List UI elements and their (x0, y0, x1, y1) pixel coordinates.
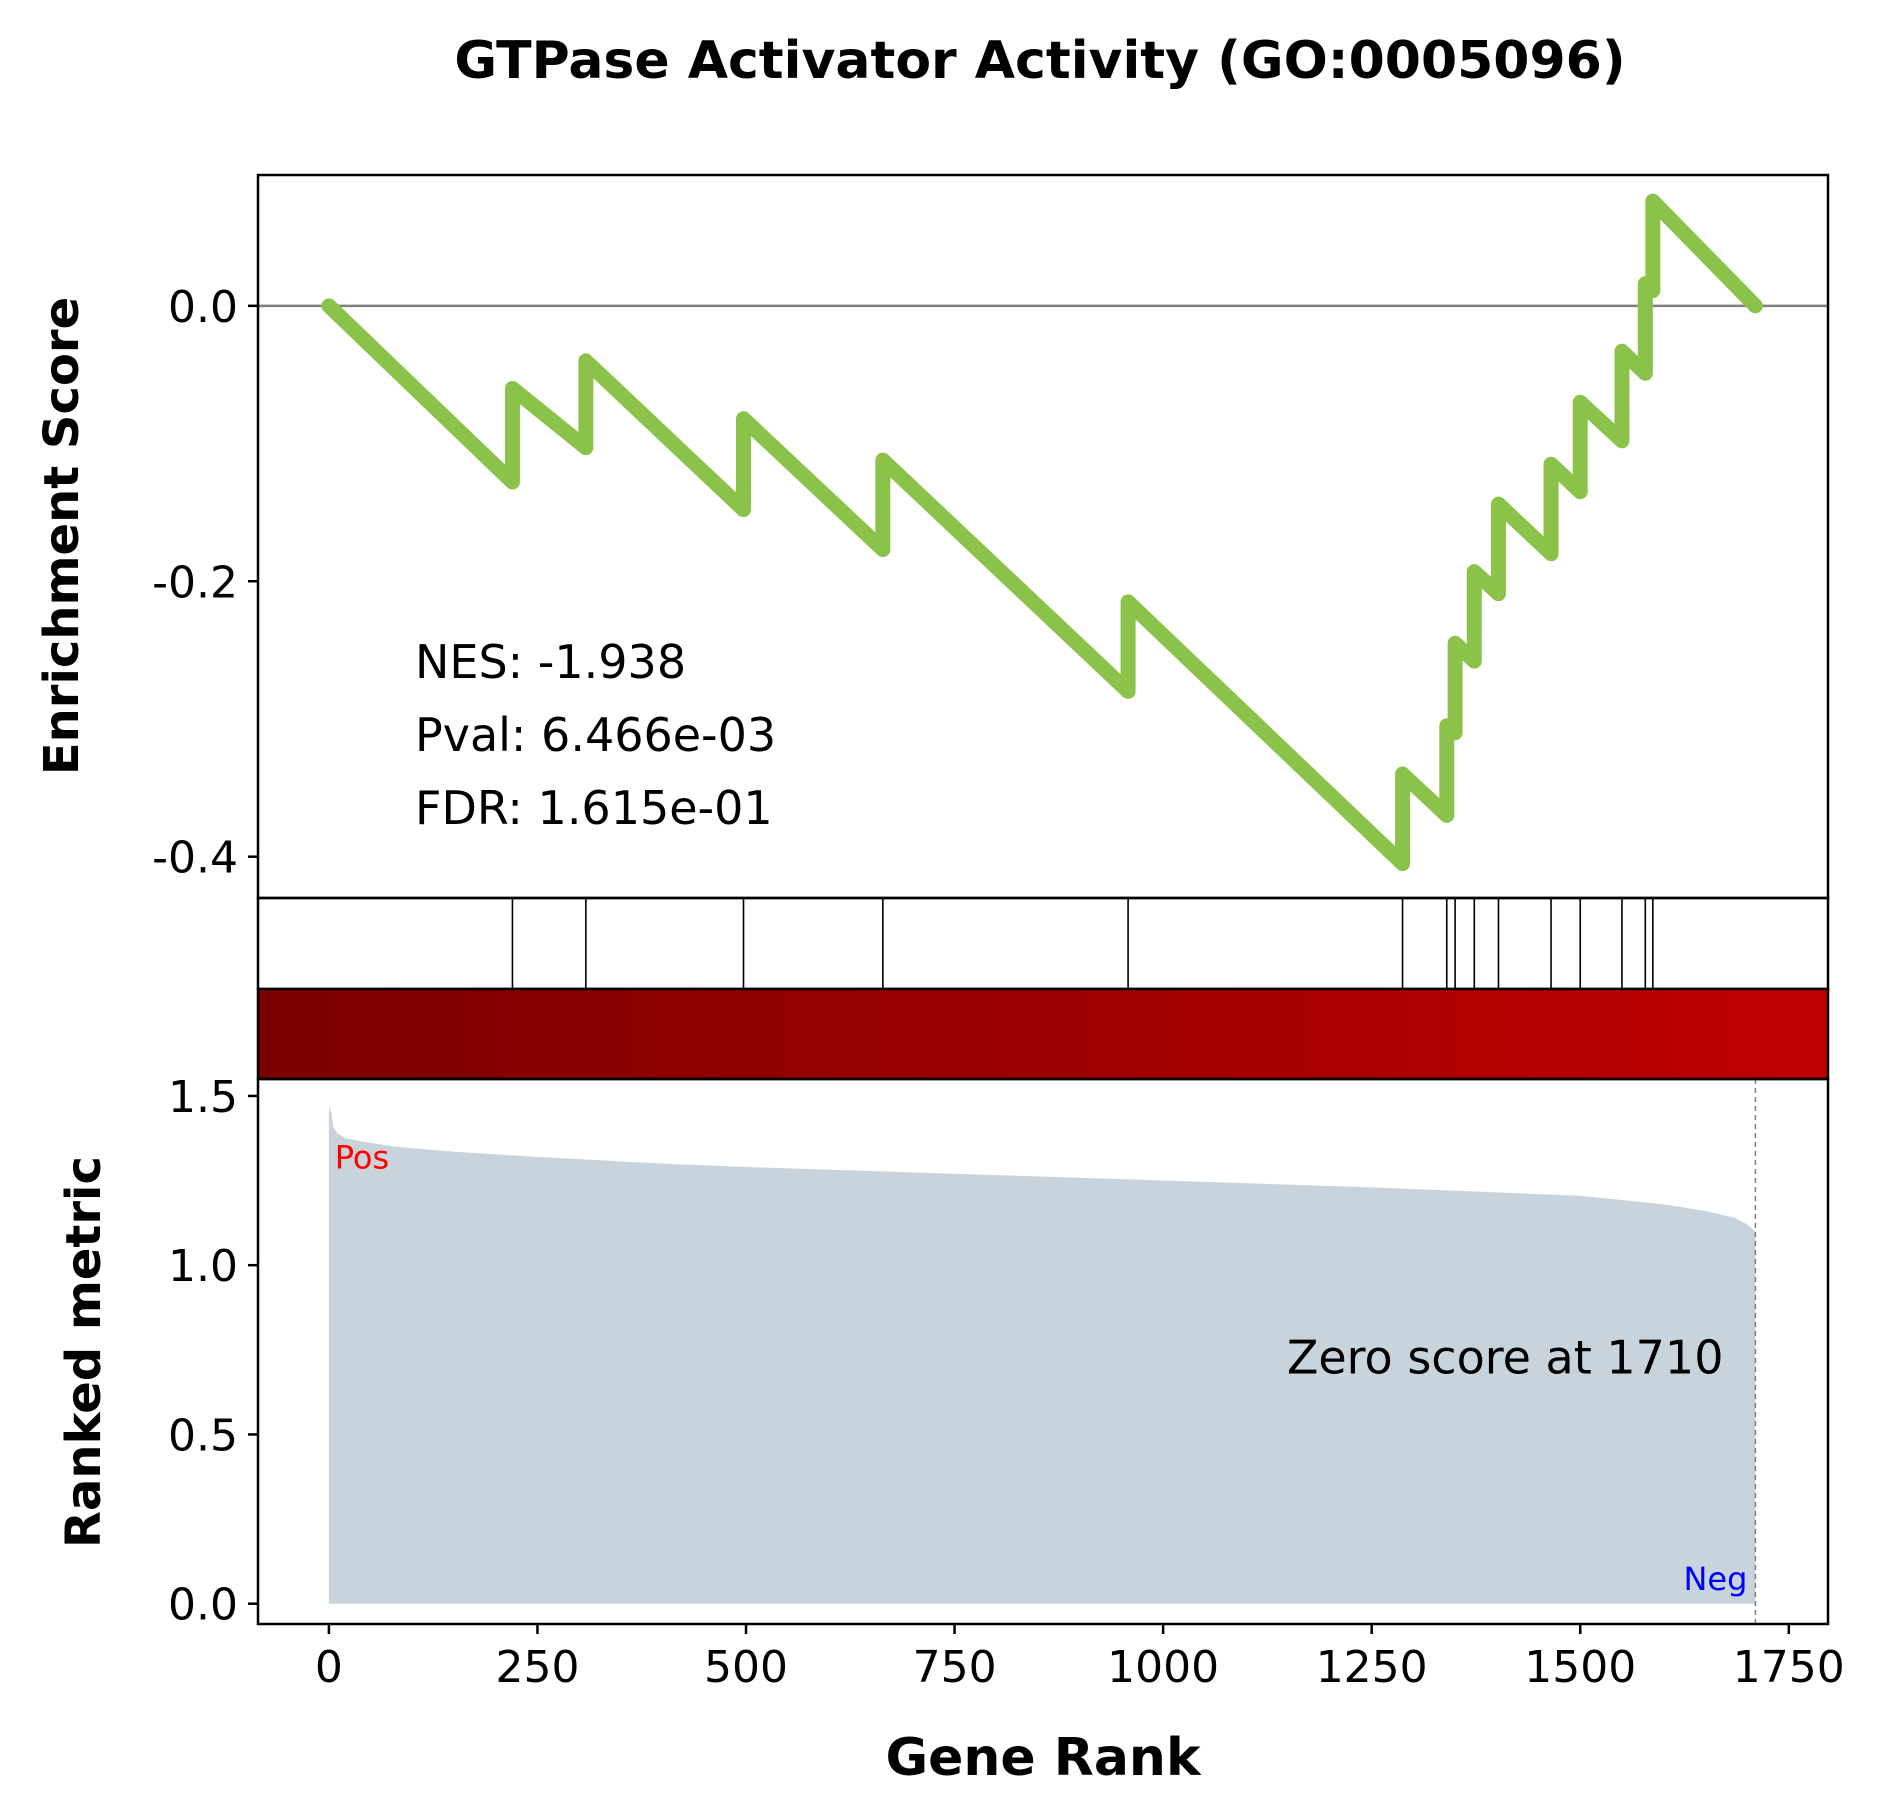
x-tick-label: 1250 (1316, 1642, 1428, 1693)
enrichment-y-tick-label: -0.2 (152, 557, 238, 608)
enrichment-y-tick-label: 0.0 (168, 282, 238, 333)
stats-annotation-line: Pval: 6.466e-03 (415, 708, 776, 762)
stats-annotation-line: FDR: 1.615e-01 (415, 781, 773, 835)
ranked-metric-panel: 0.0 0.5 1.0 1.5 Pos Neg Zero score at 1710 (168, 1072, 1830, 1631)
chart-title: GTPase Activator Activity (GO:0005096) (454, 31, 1625, 91)
neg-label: Neg (1683, 1560, 1747, 1598)
stats-annotation-line: NES: -1.938 (415, 635, 686, 689)
enrichment-score-line (321, 193, 1763, 872)
x-tick-label: 1750 (1733, 1642, 1845, 1693)
stats-annotation: NES: -1.938 Pval: 6.466e-03 FDR: 1.615e-01 (415, 635, 776, 835)
enrichment-score-panel: 0.0 -0.2 -0.4 NES: -1.938 Pval: 6.466e-03 FD… (152, 173, 1830, 900)
ranked-metric-y-tick-label: 0.5 (168, 1410, 238, 1461)
ranked-metric-y-tick-label: 0.0 (168, 1580, 238, 1631)
rank-gradient-bar (256, 987, 1830, 1081)
gene-hit-marks (511, 898, 1654, 989)
x-axis-label: Gene Rank (885, 1728, 1201, 1788)
x-tick-label: 500 (704, 1642, 788, 1693)
enrichment-y-axis-label: Enrichment Score (34, 297, 90, 775)
zero-score-label: Zero score at 1710 (1287, 1331, 1724, 1385)
enrichment-y-ticks: 0.0 -0.2 -0.4 (152, 282, 258, 884)
x-tick-label: 1000 (1107, 1642, 1219, 1693)
x-tick-label: 1500 (1524, 1642, 1636, 1693)
x-tick-label: 250 (495, 1642, 579, 1693)
ranked-metric-area (328, 1106, 1756, 1604)
x-tick-label: 750 (913, 1642, 997, 1693)
gene-hits-panel (256, 896, 1830, 991)
ranked-metric-panel-frame (256, 1077, 1830, 1626)
pos-label: Pos (335, 1139, 389, 1177)
x-axis-ticks: 0 250 500 750 1000 1250 1500 1750 (315, 1624, 1845, 1693)
ranked-metric-y-tick-label: 1.0 (168, 1241, 238, 1292)
x-tick-label: 0 (315, 1642, 343, 1693)
enrichment-y-tick-label: -0.4 (152, 833, 238, 884)
ranked-metric-y-axis-label: Ranked metric (56, 1156, 112, 1548)
ranked-metric-y-tick-label: 1.5 (168, 1072, 238, 1123)
ranked-metric-y-ticks: 0.0 0.5 1.0 1.5 (168, 1072, 258, 1631)
hits-panel-frame (256, 896, 1830, 991)
